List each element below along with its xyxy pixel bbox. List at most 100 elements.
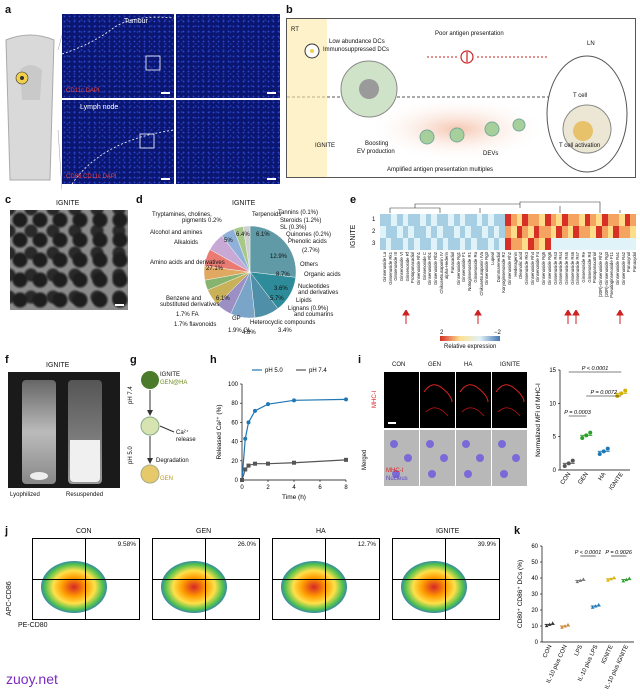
heatmap-cell xyxy=(471,238,477,250)
heatmap-cell xyxy=(579,226,586,238)
heatmap-cell xyxy=(391,238,398,250)
heatmap-cell xyxy=(618,214,625,226)
k-point xyxy=(581,577,586,581)
heatmap-cell xyxy=(510,214,517,226)
heatmap-cell xyxy=(596,214,603,226)
flow-plot-ha: HA 12.7% xyxy=(272,528,382,622)
heatmap-cell xyxy=(402,214,409,226)
heatmap-cell xyxy=(425,238,432,250)
heatmap-cell xyxy=(499,214,506,226)
flow-title: CON xyxy=(76,528,92,535)
heatmap-cell xyxy=(562,238,569,250)
heatmap-cell xyxy=(544,238,551,250)
heatmap-col-label: (20R)-Ginsenoside Rh2 xyxy=(598,252,604,298)
k-point xyxy=(560,625,564,629)
h-ytick: 40 xyxy=(231,440,238,446)
heatmap-cell xyxy=(562,226,569,238)
pie-title: IGNITE xyxy=(232,200,256,207)
i-xtick: IGNITE xyxy=(608,472,624,492)
heatmap-cell xyxy=(465,214,472,226)
pie-label-benzene2: substituted derivatives xyxy=(160,302,220,308)
heatmap-cell xyxy=(613,226,620,238)
k-ytick: 20 xyxy=(531,608,538,614)
pie-pct-27.1: 27.1% xyxy=(206,266,224,272)
i-xtick: GEN xyxy=(578,472,590,486)
scale-bar xyxy=(115,304,124,306)
flow-plot-gen: GEN 26.0% xyxy=(152,528,262,622)
flow-title: GEN xyxy=(196,528,212,535)
heatmap-cell xyxy=(419,214,426,226)
k-point xyxy=(627,576,632,580)
h-ytick: 20 xyxy=(231,459,238,465)
pie-label-lipids: Lipids xyxy=(296,298,312,304)
heatmap-cell xyxy=(448,238,455,250)
h-xlabel: Time (h) xyxy=(282,494,306,501)
legend-max: 2 xyxy=(440,330,444,336)
heatmap-col-label: Protopanaxadiol xyxy=(410,252,416,284)
heatmap-cell xyxy=(385,238,392,250)
k-point xyxy=(590,605,595,609)
pie-label-nucleotides: Nucleotides xyxy=(298,284,330,290)
h-point xyxy=(344,397,348,402)
flow-percent: 26.0% xyxy=(237,541,256,548)
heatmap-cell xyxy=(573,214,580,226)
heatmap-cell xyxy=(442,238,449,250)
mhc-bar-chart: 0 5 10 15 CON GEN HA IGNITE P < 0.0001 P = 0.0072… xyxy=(535,366,630,492)
j-xlabel: PE-CD80 xyxy=(18,622,48,629)
pie-label-tryptamines: Tryptamines, cholines, xyxy=(152,212,212,218)
i-col-con: CON xyxy=(392,362,406,368)
pie-label-nucleotides2: and derivatives xyxy=(298,290,339,296)
heatmap-cell xyxy=(550,238,557,250)
heatmap-cell xyxy=(618,226,625,238)
heatmap-cell xyxy=(471,214,477,226)
vial-photo xyxy=(8,372,120,488)
mhc-micrograph xyxy=(456,372,491,428)
flow-percent: 12.7% xyxy=(357,541,376,548)
k-ytick: 40 xyxy=(531,576,538,582)
heatmap-row-2: 2 xyxy=(372,229,376,235)
i-point xyxy=(562,464,567,468)
heatmap-cell xyxy=(527,238,534,250)
heatmap-cell xyxy=(453,214,460,226)
heatmap-legend-bar xyxy=(440,336,500,341)
heatmap-cell xyxy=(562,214,569,226)
panel-label-g: g xyxy=(130,354,137,366)
schematic-box: RT Low abundance DCs Immunosuppressed DC… xyxy=(286,18,636,178)
degradation-diagram xyxy=(140,371,175,484)
pie-pct-5.7: 5.7% xyxy=(270,296,284,302)
heatmap-cell xyxy=(402,226,409,238)
panel-c-title: IGNITE xyxy=(56,200,80,207)
heatmap-cell xyxy=(556,226,563,238)
heatmap-cell xyxy=(385,226,392,238)
heatmap-cell xyxy=(618,238,625,250)
panel-label-h: h xyxy=(210,354,217,366)
h-xtick: 8 xyxy=(344,485,348,491)
h-xtick: 0 xyxy=(240,485,244,491)
heatmap-cell xyxy=(476,226,483,238)
g-degradation-label: Degradation xyxy=(156,458,189,464)
heatmap-cell xyxy=(380,238,386,250)
heatmap-cell xyxy=(414,238,421,250)
heatmap-cell xyxy=(471,226,477,238)
i-point xyxy=(601,449,606,454)
heatmap-col-label: Ginsenoside Rs7 xyxy=(575,252,581,285)
legend-title: Relative expression xyxy=(444,344,497,350)
heatmap-cell xyxy=(630,238,637,250)
heatmap-cell xyxy=(596,238,603,250)
heatmap-cell xyxy=(550,214,557,226)
heatmap-col-label: Protopanaxatriol xyxy=(592,252,598,284)
rt-label: RT xyxy=(291,27,299,33)
heatmap-cell xyxy=(539,226,546,238)
h-point xyxy=(246,463,251,468)
i-point xyxy=(605,446,610,451)
pie-pct-6.4: 6.4% xyxy=(236,232,250,238)
heatmap-cell xyxy=(579,214,586,226)
pie-label-heterocyclic: Heterocyclic compounds xyxy=(250,320,316,326)
pie-label-tryptamines-pct: pigments 0.2% xyxy=(182,218,222,224)
k-point xyxy=(606,578,610,582)
heatmap-cell xyxy=(431,214,438,226)
heatmap-cell xyxy=(397,238,404,250)
heatmap-cell xyxy=(380,226,386,238)
pie-slice-0 xyxy=(249,225,297,278)
heatmap-cell xyxy=(442,226,449,238)
